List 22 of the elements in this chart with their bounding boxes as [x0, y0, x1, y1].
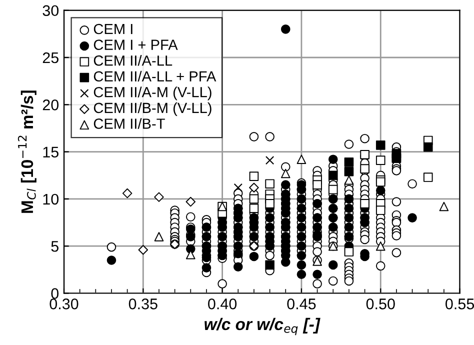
x-axis-title: w/c or w/c$_{eq}$ [-] — [204, 318, 320, 336]
y-axis-title: M$_{Cl}$ [10$^{−12}$ m²/s] — [18, 90, 36, 213]
y-tick-label: 25 — [42, 52, 58, 64]
legend-label: CEM II/A-LL + PFA — [94, 70, 216, 82]
legend-label: CEM II/A-LL — [94, 55, 172, 66]
x-tick-label: 0.30 — [50, 298, 78, 310]
y-tick-label: 0 — [51, 288, 59, 299]
y-tick-label: 30 — [42, 5, 59, 16]
legend-label: CEM I + PFA — [94, 40, 178, 50]
x-tick-label: 0.45 — [287, 298, 316, 310]
x-tick-label: 0.35 — [128, 298, 158, 310]
y-tick-label: 5 — [51, 241, 58, 252]
legend-label: CEM II/A-M (V-LL) — [94, 86, 212, 100]
y-tick-label: 10 — [43, 194, 59, 205]
legend-label: CEM I — [94, 24, 132, 34]
x-tick-label: 0.55 — [446, 298, 474, 310]
x-tick-label: 0.40 — [208, 298, 237, 310]
legend-label: CEM II/B-M (V-LL) — [94, 102, 212, 116]
y-tick-label: 15 — [43, 146, 58, 158]
legend-label: CEM II/B-T — [94, 118, 165, 129]
y-tick-label: 20 — [42, 100, 59, 110]
x-tick-label: 0.50 — [366, 298, 395, 310]
